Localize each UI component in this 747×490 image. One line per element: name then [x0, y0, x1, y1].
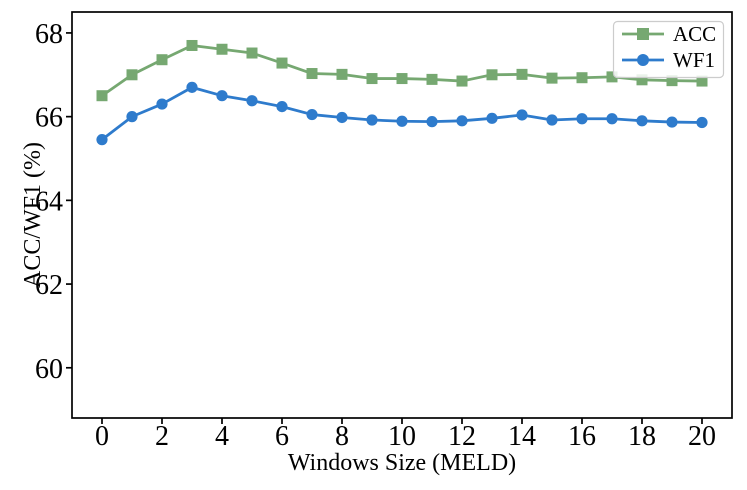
x-tick-label: 12 [448, 421, 476, 452]
y-tick-label: 62 [35, 270, 63, 301]
x-tick-label: 2 [155, 421, 169, 452]
acc-square-marker [126, 69, 138, 81]
x-tick-label: 8 [335, 421, 349, 452]
acc-square-marker [636, 74, 648, 86]
x-tick-label: 6 [275, 421, 289, 452]
wf1-circle-marker [126, 111, 138, 123]
wf1-circle-marker [576, 113, 588, 125]
acc-square-marker [426, 73, 438, 85]
acc-square-marker [666, 75, 678, 87]
acc-square-marker [246, 47, 258, 59]
acc-square-marker [606, 71, 618, 83]
acc-square-marker [96, 90, 108, 102]
x-tick-label: 20 [688, 421, 716, 452]
wf1-circle-marker [546, 114, 558, 126]
series-wf1 [96, 81, 708, 146]
legend-item-acc: ACC [622, 22, 716, 46]
x-tick-label: 18 [628, 421, 656, 452]
x-tick-label: 14 [508, 421, 536, 452]
x-tick-label: 0 [95, 421, 109, 452]
wf1-circle-marker [666, 116, 678, 128]
acc-square-marker [456, 75, 468, 87]
wf1-circle-marker [606, 113, 618, 125]
wf1-circle-marker [276, 100, 288, 113]
wf1-circle-marker [216, 90, 228, 102]
x-axis-title: Windows Size (MELD) [288, 450, 516, 476]
wf1-circle-marker [396, 115, 408, 127]
legend-label-acc: ACC [673, 22, 716, 46]
acc-square-marker [546, 72, 558, 84]
legend-circle-marker-wf1 [637, 54, 649, 66]
acc-square-marker [156, 54, 168, 66]
acc-square-marker [276, 57, 288, 69]
x-tick-label: 4 [215, 421, 229, 452]
wf1-circle-marker [306, 108, 318, 121]
wf1-circle-marker [336, 111, 348, 124]
y-tick-label: 60 [35, 354, 63, 385]
acc-square-marker [366, 73, 378, 85]
wf1-circle-marker [696, 116, 708, 129]
wf1-circle-marker [96, 134, 108, 146]
legend: ACC WF1 [612, 20, 725, 79]
y-tick-label: 64 [35, 186, 63, 217]
legend-item-wf1: WF1 [622, 48, 715, 72]
x-tick-label: 10 [388, 421, 416, 452]
legend-square-marker-acc [637, 28, 649, 40]
wf1-circle-marker [516, 109, 528, 121]
acc-square-marker [486, 69, 498, 81]
x-tick-label: 16 [568, 421, 596, 452]
wf1-circle-marker [366, 114, 378, 126]
acc-square-marker [516, 68, 528, 80]
wf1-circle-marker [186, 81, 198, 93]
series-layer [96, 39, 708, 146]
wf1-circle-marker [156, 98, 168, 110]
wf1-circle-marker [246, 95, 258, 107]
acc-square-marker [216, 43, 228, 55]
y-tick-label: 66 [35, 103, 63, 134]
acc-square-marker [336, 68, 348, 80]
legend-label-wf1: WF1 [673, 48, 715, 72]
wf1-circle-marker [636, 115, 648, 127]
acc-square-marker [306, 68, 318, 80]
y-axis-title: ACC/WF1 (%) [20, 142, 46, 288]
y-tick-label: 68 [35, 19, 63, 50]
acc-square-marker [576, 72, 588, 84]
series-acc [96, 39, 708, 102]
wf1-circle-marker [426, 116, 438, 128]
wf1-circle-marker [486, 112, 498, 124]
wf1-circle-marker [456, 115, 468, 127]
acc-square-marker [186, 39, 198, 51]
acc-square-marker [396, 73, 408, 85]
acc-square-marker [696, 75, 708, 87]
